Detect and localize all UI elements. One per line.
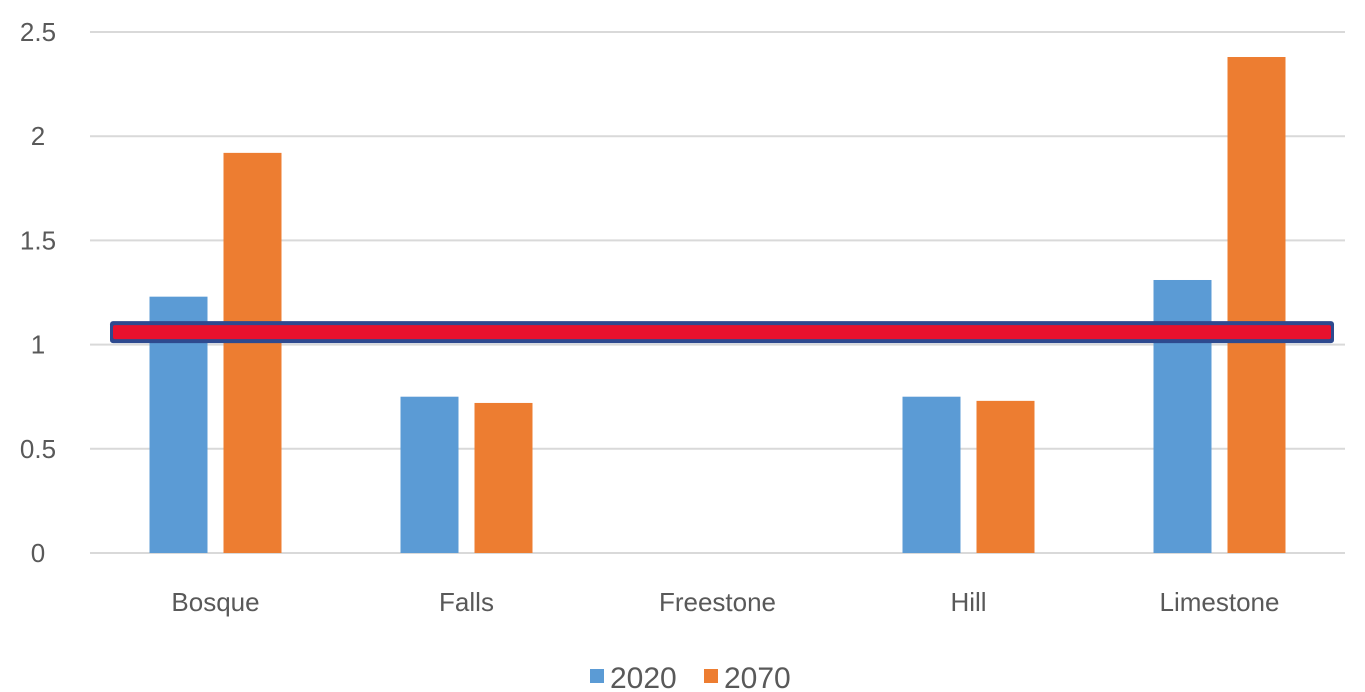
bar-2070-limestone xyxy=(1227,57,1286,554)
x-category-label: Limestone xyxy=(1160,587,1280,617)
bar-2020-limestone xyxy=(1153,279,1212,553)
bar-2020-hill xyxy=(902,396,961,553)
y-tick-label: 1 xyxy=(31,330,45,360)
reference-line-layer xyxy=(110,321,1334,344)
y-tick-label: 1.5 xyxy=(20,225,56,255)
x-category-label: Bosque xyxy=(171,587,259,617)
y-tick-label: 2.5 xyxy=(20,17,56,47)
legend-label-2070: 2070 xyxy=(724,662,791,692)
grid-layer xyxy=(90,31,1345,554)
x-category-label: Falls xyxy=(439,587,494,617)
y-tick-label: 0 xyxy=(31,538,45,568)
bar-2070-bosque xyxy=(223,152,282,553)
x-category-label: Hill xyxy=(950,587,986,617)
legend-swatch-2020 xyxy=(590,669,604,683)
bar-2070-falls xyxy=(474,402,533,553)
legend-swatch-2070 xyxy=(704,669,718,683)
y-axis-ticks: 0 0.5 1 1.5 2 2.5 xyxy=(20,17,56,568)
reference-line xyxy=(113,325,1331,340)
bar-2020-falls xyxy=(400,396,459,553)
x-category-label: Freestone xyxy=(659,587,776,617)
y-tick-label: 2 xyxy=(31,121,45,151)
bar-2070-hill xyxy=(976,400,1035,553)
y-tick-label: 0.5 xyxy=(20,434,56,464)
legend-label-2020: 2020 xyxy=(610,662,677,692)
x-axis-labels: Bosque Falls Freestone Hill Limestone xyxy=(171,587,1279,617)
legend: 2020 2070 xyxy=(590,662,791,692)
bars-layer xyxy=(149,57,1286,554)
